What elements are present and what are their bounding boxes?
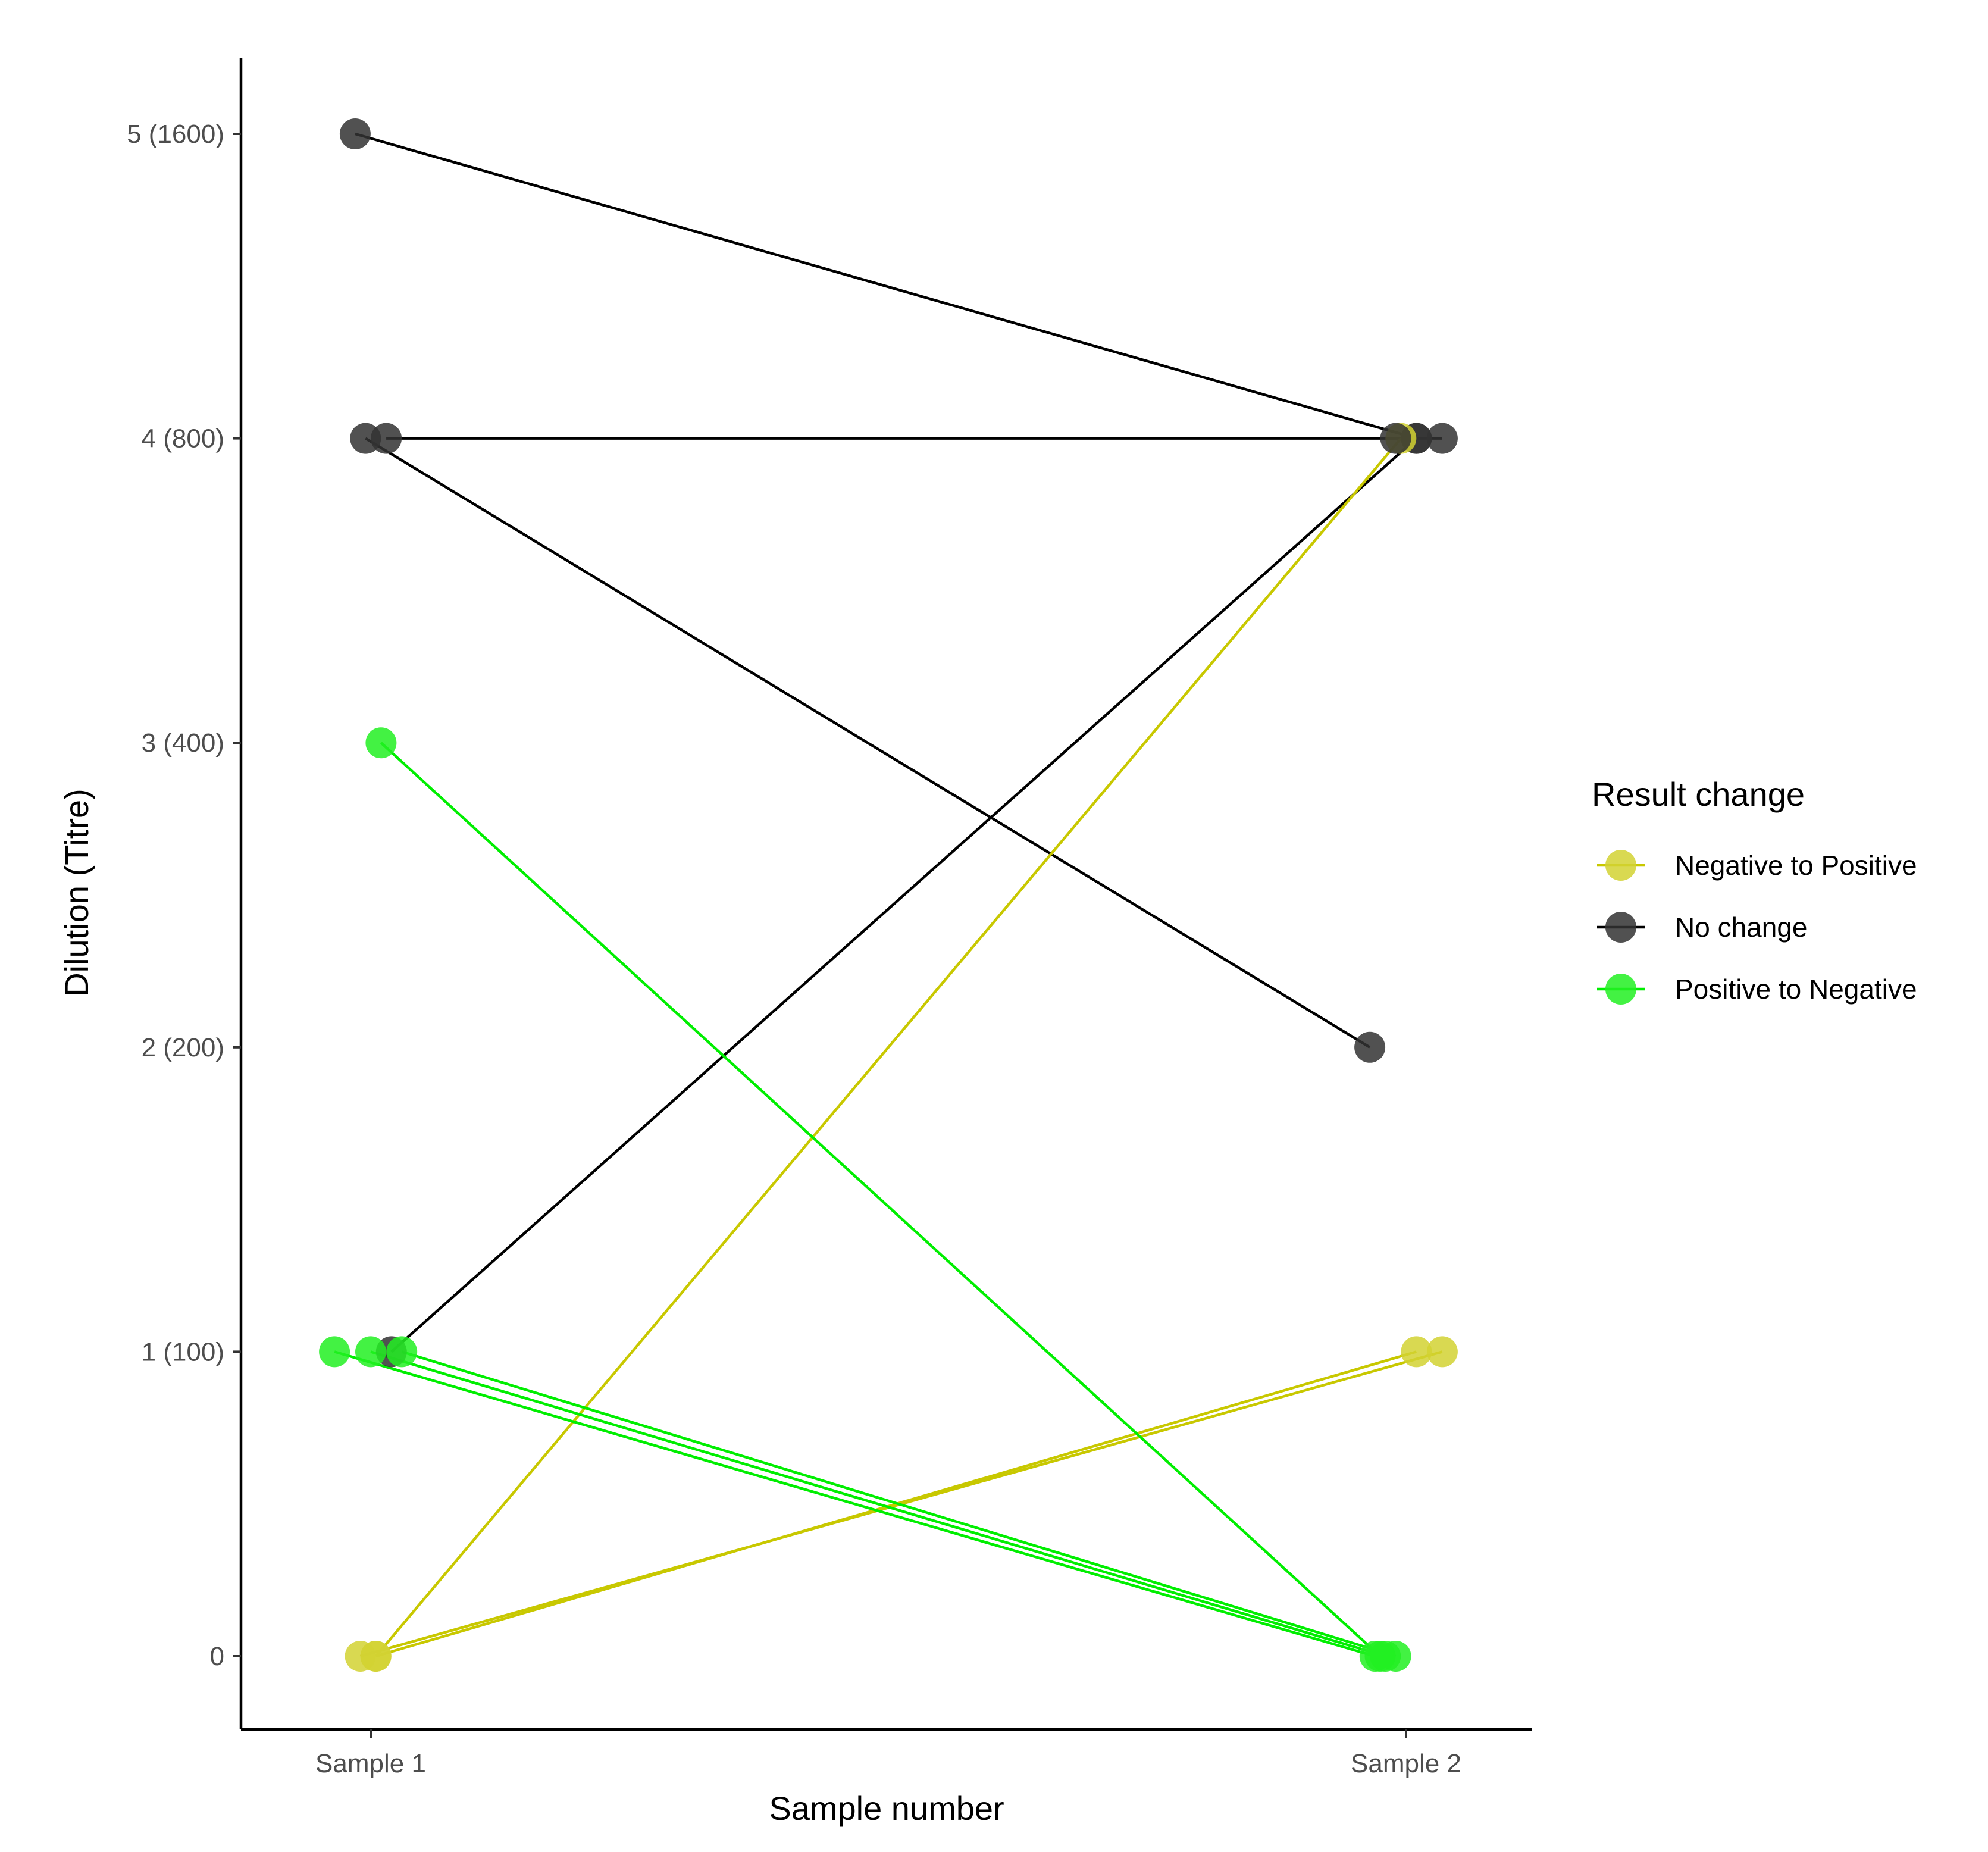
- legend-label: Negative to Positive: [1675, 850, 1917, 881]
- series-line: [374, 437, 1402, 1657]
- x-axis-title: Sample number: [769, 1790, 1004, 1827]
- legend-entries: Negative to Positive No change Positive to…: [1597, 850, 1917, 1005]
- data-point: [355, 1336, 386, 1368]
- series-line: [355, 132, 1417, 440]
- legend: Result change Negative to Positive No cha…: [1592, 775, 1917, 1005]
- legend-key-point: [1605, 912, 1636, 943]
- data-point: [1426, 1336, 1458, 1368]
- legend-title: Result change: [1592, 775, 1805, 813]
- series-line: [401, 1350, 1397, 1658]
- series-line: [334, 1350, 1376, 1658]
- legend-label: No change: [1675, 912, 1808, 943]
- legend-key-point: [1605, 974, 1636, 1005]
- legend-label: Positive to Negative: [1675, 974, 1917, 1005]
- data-points: [319, 118, 1458, 1672]
- y-tick-label: 1 (100): [142, 1337, 224, 1366]
- data-point: [371, 423, 402, 454]
- data-point: [319, 1336, 350, 1368]
- y-axis-ticks: 0 1 (100) 2 (200) 3 (400) 4 (800) 5 (1600): [127, 120, 241, 1671]
- data-point: [365, 727, 397, 759]
- data-point: [1380, 423, 1411, 454]
- series-line: [380, 742, 1382, 1657]
- series-line: [390, 437, 1417, 1353]
- x-tick-label: Sample 1: [315, 1749, 426, 1778]
- data-point: [339, 118, 371, 149]
- y-tick-label: 4 (800): [142, 424, 224, 453]
- y-tick-label: 3 (400): [142, 728, 224, 758]
- series-line: [365, 437, 1371, 1049]
- x-axis-ticks: Sample 1 Sample 2: [315, 1729, 1461, 1778]
- data-point: [1401, 1336, 1432, 1368]
- y-tick-label: 0: [210, 1642, 224, 1671]
- y-tick-label: 5 (1600): [127, 120, 224, 149]
- data-point: [386, 1336, 418, 1368]
- x-tick-label: Sample 2: [1351, 1749, 1461, 1778]
- series-line: [370, 1350, 1386, 1658]
- data-point: [1380, 1641, 1411, 1672]
- legend-key-point: [1605, 850, 1636, 881]
- y-tick-label: 2 (200): [142, 1033, 224, 1062]
- data-point: [1354, 1031, 1386, 1063]
- data-point: [360, 1641, 392, 1672]
- data-point: [1426, 423, 1458, 454]
- y-axis-title: Dilution (Titre): [58, 789, 95, 997]
- connecting-lines: [334, 132, 1443, 1658]
